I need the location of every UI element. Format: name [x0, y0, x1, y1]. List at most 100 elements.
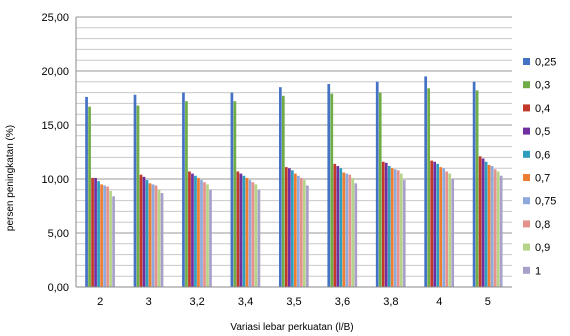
- bar: [478, 156, 482, 287]
- legend-swatch: [523, 104, 530, 112]
- bar: [493, 169, 497, 287]
- bar: [424, 76, 428, 288]
- legend-swatch: [523, 174, 530, 181]
- bar: [399, 173, 403, 287]
- legend-label: 0,9: [535, 242, 550, 254]
- bar: [85, 96, 88, 287]
- bar: [381, 161, 385, 287]
- bar: [439, 167, 443, 287]
- bar: [436, 163, 440, 287]
- bar: [112, 196, 115, 287]
- bar: [245, 177, 249, 287]
- bar: [94, 177, 97, 287]
- legend-swatch: [523, 197, 530, 205]
- bar: [306, 185, 309, 287]
- x-tick-label: 3,2: [189, 296, 204, 308]
- bar: [294, 173, 297, 287]
- bar: [160, 193, 164, 287]
- bar: [106, 186, 109, 287]
- bar: [239, 173, 243, 287]
- legend-swatch: [523, 243, 530, 251]
- y-tick-label: 10,00: [41, 174, 69, 186]
- bar: [297, 175, 300, 287]
- bar: [142, 176, 146, 287]
- bar: [445, 171, 449, 287]
- bar: [88, 106, 91, 287]
- bar: [396, 170, 400, 287]
- bar: [433, 161, 437, 287]
- bar: [133, 94, 137, 287]
- bar: [427, 88, 431, 287]
- bar: [287, 168, 291, 287]
- legend-swatch: [523, 220, 530, 228]
- y-tick-label: 15,00: [41, 120, 69, 132]
- bar: [197, 177, 200, 287]
- bar: [257, 189, 261, 287]
- x-tick-label: 3,4: [238, 296, 253, 308]
- bar: [475, 90, 479, 287]
- y-tick-label: 25,00: [41, 12, 69, 24]
- bar: [145, 180, 149, 287]
- bar: [290, 170, 294, 287]
- bar-layer: [85, 76, 503, 288]
- bar: [148, 183, 152, 287]
- legend-label: 0,4: [535, 103, 550, 115]
- bar: [97, 181, 100, 287]
- bar: [378, 92, 382, 287]
- legend-label: 1: [535, 265, 541, 277]
- bar: [490, 166, 494, 287]
- bar: [100, 184, 103, 287]
- bar: [203, 182, 206, 287]
- bar: [188, 171, 191, 287]
- bar: [151, 184, 155, 287]
- bar: [354, 183, 358, 287]
- bar: [393, 169, 397, 287]
- bar: [281, 95, 285, 287]
- bar: [390, 168, 394, 287]
- bar: [402, 180, 406, 287]
- legend-swatch: [523, 127, 530, 135]
- x-tick-label: 3,8: [383, 296, 398, 308]
- bar: [481, 158, 485, 287]
- x-axis-title: Variasi lebar perkuatan (l/B): [230, 322, 353, 333]
- bar: [303, 180, 306, 287]
- legend-swatch: [523, 266, 530, 274]
- bar: [136, 105, 140, 287]
- bar: [499, 175, 503, 287]
- bar: [103, 185, 106, 287]
- bar: [157, 189, 161, 287]
- legend: 0,25 0,3 0,4 0,5 0,6 0,7 0,75 0,8 0,9 1: [523, 57, 556, 277]
- bar: [182, 92, 185, 287]
- bar: [230, 92, 234, 287]
- x-tick-label: 5: [485, 296, 491, 308]
- bar: [327, 83, 331, 288]
- bar: [375, 81, 379, 287]
- x-tick-label: 2: [97, 296, 103, 308]
- bar: [348, 174, 352, 287]
- legend-label: 0,7: [535, 173, 550, 185]
- bar: [333, 163, 337, 287]
- y-tick-label: 5,00: [48, 228, 69, 240]
- legend-label: 0,3: [535, 80, 550, 92]
- y-tick-label: 20,00: [41, 66, 69, 78]
- x-tick-label: 3,5: [286, 296, 301, 308]
- bar: [254, 184, 258, 287]
- bar: [278, 87, 282, 287]
- bar: [284, 167, 288, 287]
- bar: [139, 174, 143, 287]
- legend-swatch: [523, 150, 530, 158]
- axis-layer: 0,00 5,00 10,00 15,00 20,00 25,00 2 3 3,2 3,4 3,5 3…: [41, 12, 512, 308]
- y-axis-title: persen peningkatan (%): [5, 125, 16, 231]
- x-tick-label: 3: [146, 296, 152, 308]
- legend-label: 0,75: [535, 196, 556, 208]
- bar: [330, 93, 334, 288]
- bar: [209, 189, 212, 287]
- bar: [91, 177, 94, 287]
- legend-label: 0,8: [535, 219, 550, 231]
- bar: [154, 185, 158, 287]
- bar: [496, 171, 500, 287]
- bar: [336, 166, 340, 287]
- legend-label: 0,25: [535, 57, 556, 69]
- bar: [242, 175, 246, 287]
